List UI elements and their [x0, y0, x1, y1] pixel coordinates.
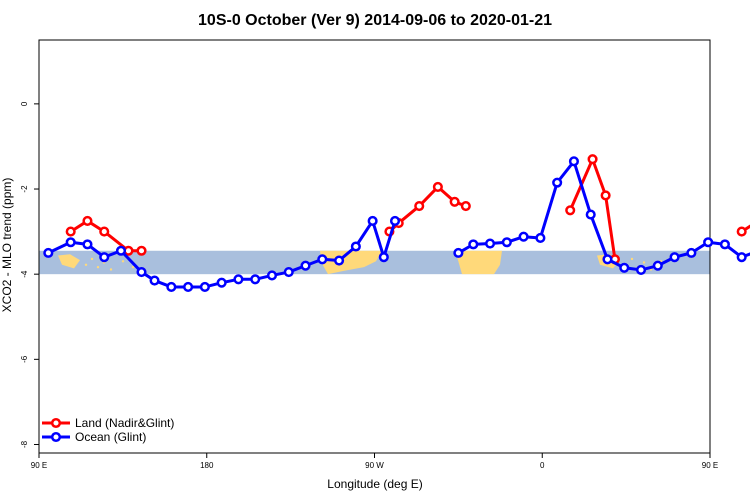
series-line [47, 219, 397, 289]
data-point [736, 226, 747, 237]
data-point [652, 260, 663, 271]
data-point [565, 205, 576, 216]
x-tick-label: 90 E [31, 461, 47, 470]
data-point [602, 254, 613, 265]
data-point [460, 201, 471, 212]
legend-label: Land (Nadir&Glint) [75, 416, 174, 430]
data-point [199, 281, 210, 292]
map-band-ocean [39, 250, 710, 275]
y-tick-label: -8 [20, 440, 29, 448]
data-point [414, 201, 425, 212]
x-tick-label: 90 E [702, 461, 718, 470]
data-point [453, 247, 464, 258]
data-point [535, 232, 546, 244]
data-point [216, 277, 227, 288]
data-point [468, 239, 479, 250]
data-point [317, 254, 328, 265]
legend-label: Ocean (Glint) [75, 430, 146, 444]
data-point [585, 209, 596, 220]
island-dot [109, 268, 113, 271]
data-point [686, 247, 697, 258]
land-shape-1 [455, 250, 502, 275]
data-point [485, 238, 496, 249]
y-axis: 0 -2 -4 -6 -8 [20, 101, 39, 448]
y-tick-label: -4 [20, 270, 29, 278]
x-tick-label: 90 W [365, 461, 384, 470]
data-point [518, 231, 529, 242]
data-point [501, 237, 512, 248]
y-axis-label: XCO2 - MLO trend (ppm) [0, 178, 14, 313]
data-point [99, 226, 110, 237]
data-point [183, 281, 194, 292]
data-point [250, 274, 261, 285]
data-point [350, 241, 361, 252]
data-point [82, 239, 93, 250]
data-point [669, 252, 680, 263]
island-dot [121, 260, 125, 263]
data-point [635, 264, 647, 275]
data-point [266, 270, 278, 281]
x-axis-label: Longitude (deg E) [327, 477, 422, 491]
series-ocean [43, 156, 750, 292]
land-shape-2 [58, 254, 80, 269]
data-point [99, 252, 110, 263]
data-point [149, 275, 160, 286]
island-dot [630, 257, 634, 261]
data-point [703, 237, 714, 248]
y-tick-label: 0 [20, 101, 29, 106]
x-tick-label: 180 [200, 461, 214, 470]
legend-marker [50, 417, 62, 429]
y-tick-label: -2 [20, 185, 29, 193]
data-point [587, 154, 598, 165]
island-dot [642, 261, 646, 264]
series-land [65, 154, 750, 265]
map-band-land [58, 250, 663, 275]
land-shape-0 [320, 250, 382, 275]
island-dot [84, 263, 88, 267]
data-point [378, 252, 389, 263]
data-point [367, 215, 378, 227]
data-point [43, 247, 54, 258]
data-point [736, 252, 747, 263]
data-point [136, 245, 147, 256]
island-dot [131, 265, 135, 269]
data-point [300, 260, 311, 271]
data-point [82, 215, 93, 227]
chart-title: 10S-0 October (Ver 9) 2014-09-06 to 2020… [198, 12, 552, 29]
legend-marker [50, 431, 62, 443]
x-axis: 90 E 180 90 W 0 90 E [31, 453, 718, 470]
data-point [600, 190, 611, 201]
island-dot [90, 257, 94, 261]
data-point [619, 262, 630, 273]
data-point [334, 255, 345, 266]
data-point [449, 196, 460, 207]
data-point [552, 177, 563, 188]
series-layer [43, 154, 750, 292]
data-point [568, 156, 579, 167]
island-dot [96, 265, 100, 269]
data-point [136, 266, 147, 278]
x-tick-label: 0 [540, 461, 545, 470]
legend: Land (Nadir&Glint)Ocean (Glint) [42, 416, 174, 444]
data-point [65, 226, 76, 237]
data-point [389, 215, 401, 227]
data-point [233, 274, 244, 285]
y-tick-label: -6 [20, 355, 29, 363]
data-point [719, 239, 730, 250]
data-point [432, 181, 443, 192]
data-point [65, 237, 76, 248]
data-point [115, 245, 127, 256]
map-band [39, 250, 710, 275]
data-point [166, 281, 177, 292]
data-point [283, 266, 294, 278]
